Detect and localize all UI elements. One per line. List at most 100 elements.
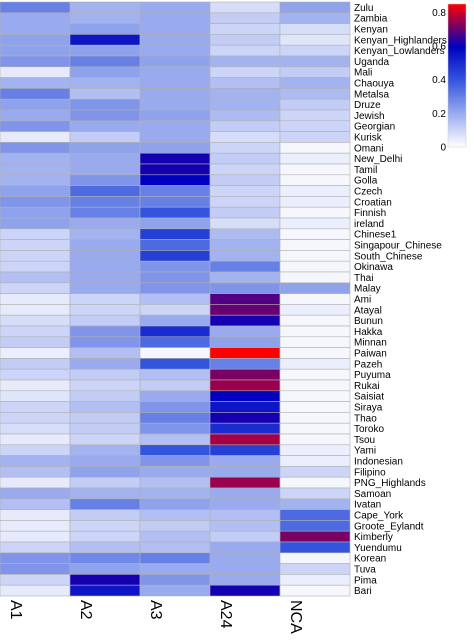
heatmap-cell	[209, 55, 281, 68]
heatmap-cell	[139, 88, 211, 100]
heatmap-cell	[279, 509, 351, 521]
heatmap-cell	[279, 401, 351, 413]
heatmap-cell	[69, 23, 141, 35]
heatmap-cell	[209, 412, 281, 424]
column-label: A24	[217, 600, 234, 629]
row-label: Yuendumu	[354, 543, 402, 554]
heatmap-cell	[0, 541, 71, 554]
heatmap-cell	[139, 401, 211, 413]
heatmap-cell	[69, 1, 141, 14]
heatmap-cell	[279, 336, 351, 348]
heatmap-cell	[209, 12, 281, 24]
heatmap-cell	[279, 379, 351, 392]
heatmap-cell	[69, 152, 141, 165]
heatmap-cell	[69, 77, 141, 89]
heatmap-cell	[69, 120, 141, 132]
heatmap-cell	[209, 228, 281, 240]
row-label: Filipino	[354, 467, 386, 478]
heatmap-cell	[209, 347, 281, 359]
heatmap-cell	[69, 541, 141, 554]
heatmap-cell	[279, 455, 351, 467]
heatmap-cell	[0, 304, 71, 316]
heatmap-cell	[209, 509, 281, 521]
row-label: Okinawa	[354, 262, 393, 273]
heatmap-cell	[69, 509, 141, 521]
heatmap-cell	[209, 498, 281, 510]
heatmap-cell	[139, 185, 211, 197]
heatmap-cell	[209, 552, 281, 564]
heatmap-cell	[209, 66, 281, 78]
heatmap-cell	[69, 44, 141, 57]
heatmap-cell	[139, 12, 211, 24]
heatmap-cell	[209, 1, 281, 14]
heatmap-cell	[209, 390, 281, 402]
heatmap-cell	[69, 271, 141, 284]
heatmap-cell	[139, 368, 211, 381]
row-label: Mali	[354, 68, 372, 79]
heatmap-cell	[279, 1, 351, 14]
heatmap-cell	[0, 271, 71, 284]
heatmap-cell	[209, 23, 281, 35]
heatmap-cell	[139, 109, 211, 122]
heatmap-cell	[69, 530, 141, 543]
row-label: Bari	[354, 586, 372, 597]
heatmap-cell	[139, 217, 211, 230]
column-label: A3	[147, 600, 164, 620]
row-label: Yami	[354, 446, 376, 457]
heatmap-cell	[209, 152, 281, 165]
heatmap-cell	[279, 163, 351, 176]
heatmap-cell	[209, 314, 281, 327]
heatmap-cell	[0, 88, 71, 100]
colorbar-tick-label: 0.2	[432, 109, 446, 120]
heatmap-cell	[209, 196, 281, 208]
heatmap-cell	[69, 142, 141, 154]
heatmap-cell	[279, 217, 351, 230]
colorbar-tick-label: 0.8	[432, 8, 446, 19]
heatmap-cell	[0, 584, 71, 597]
heatmap-cell	[139, 1, 211, 14]
heatmap-cell	[209, 433, 281, 446]
heatmap-cell	[0, 142, 71, 154]
heatmap-cell	[0, 433, 71, 446]
heatmap-cell	[279, 347, 351, 359]
row-label: Golla	[354, 176, 378, 187]
heatmap-cell	[279, 271, 351, 284]
heatmap-cell	[279, 77, 351, 89]
heatmap-cell	[139, 66, 211, 78]
heatmap-cell	[69, 217, 141, 230]
heatmap-cell	[209, 422, 281, 435]
heatmap-cell	[279, 541, 351, 554]
heatmap-cell	[69, 552, 141, 564]
heatmap-cell	[139, 34, 211, 46]
heatmap-cell	[69, 466, 141, 478]
heatmap-cell	[69, 368, 141, 381]
heatmap-cell	[0, 260, 71, 273]
heatmap-cell	[279, 487, 351, 500]
heatmap-cell	[279, 563, 351, 575]
row-label: New_Delhi	[354, 154, 402, 165]
row-label: Paiwan	[354, 349, 387, 360]
heatmap-cell	[139, 530, 211, 543]
heatmap-cell	[69, 304, 141, 316]
heatmap-cell	[69, 239, 141, 251]
heatmap-cell	[279, 433, 351, 446]
heatmap-cell	[279, 476, 351, 489]
heatmap-cell	[69, 109, 141, 122]
heatmap-cell	[279, 368, 351, 381]
heatmap-cell	[139, 152, 211, 165]
row-label: Zambia	[354, 14, 388, 25]
heatmap-cell	[209, 109, 281, 122]
heatmap-cell	[209, 260, 281, 273]
heatmap-cell	[209, 358, 281, 370]
heatmap-cell	[279, 66, 351, 78]
heatmap-cell	[69, 174, 141, 186]
row-label: Uganda	[354, 57, 389, 68]
row-label: Chinese1	[354, 230, 397, 241]
heatmap-cell	[209, 163, 281, 176]
heatmap-cell	[69, 228, 141, 240]
heatmap-cell	[69, 476, 141, 489]
heatmap-cell	[69, 433, 141, 446]
heatmap-cell	[139, 347, 211, 359]
row-label: Czech	[354, 187, 382, 198]
heatmap-cell	[209, 476, 281, 489]
